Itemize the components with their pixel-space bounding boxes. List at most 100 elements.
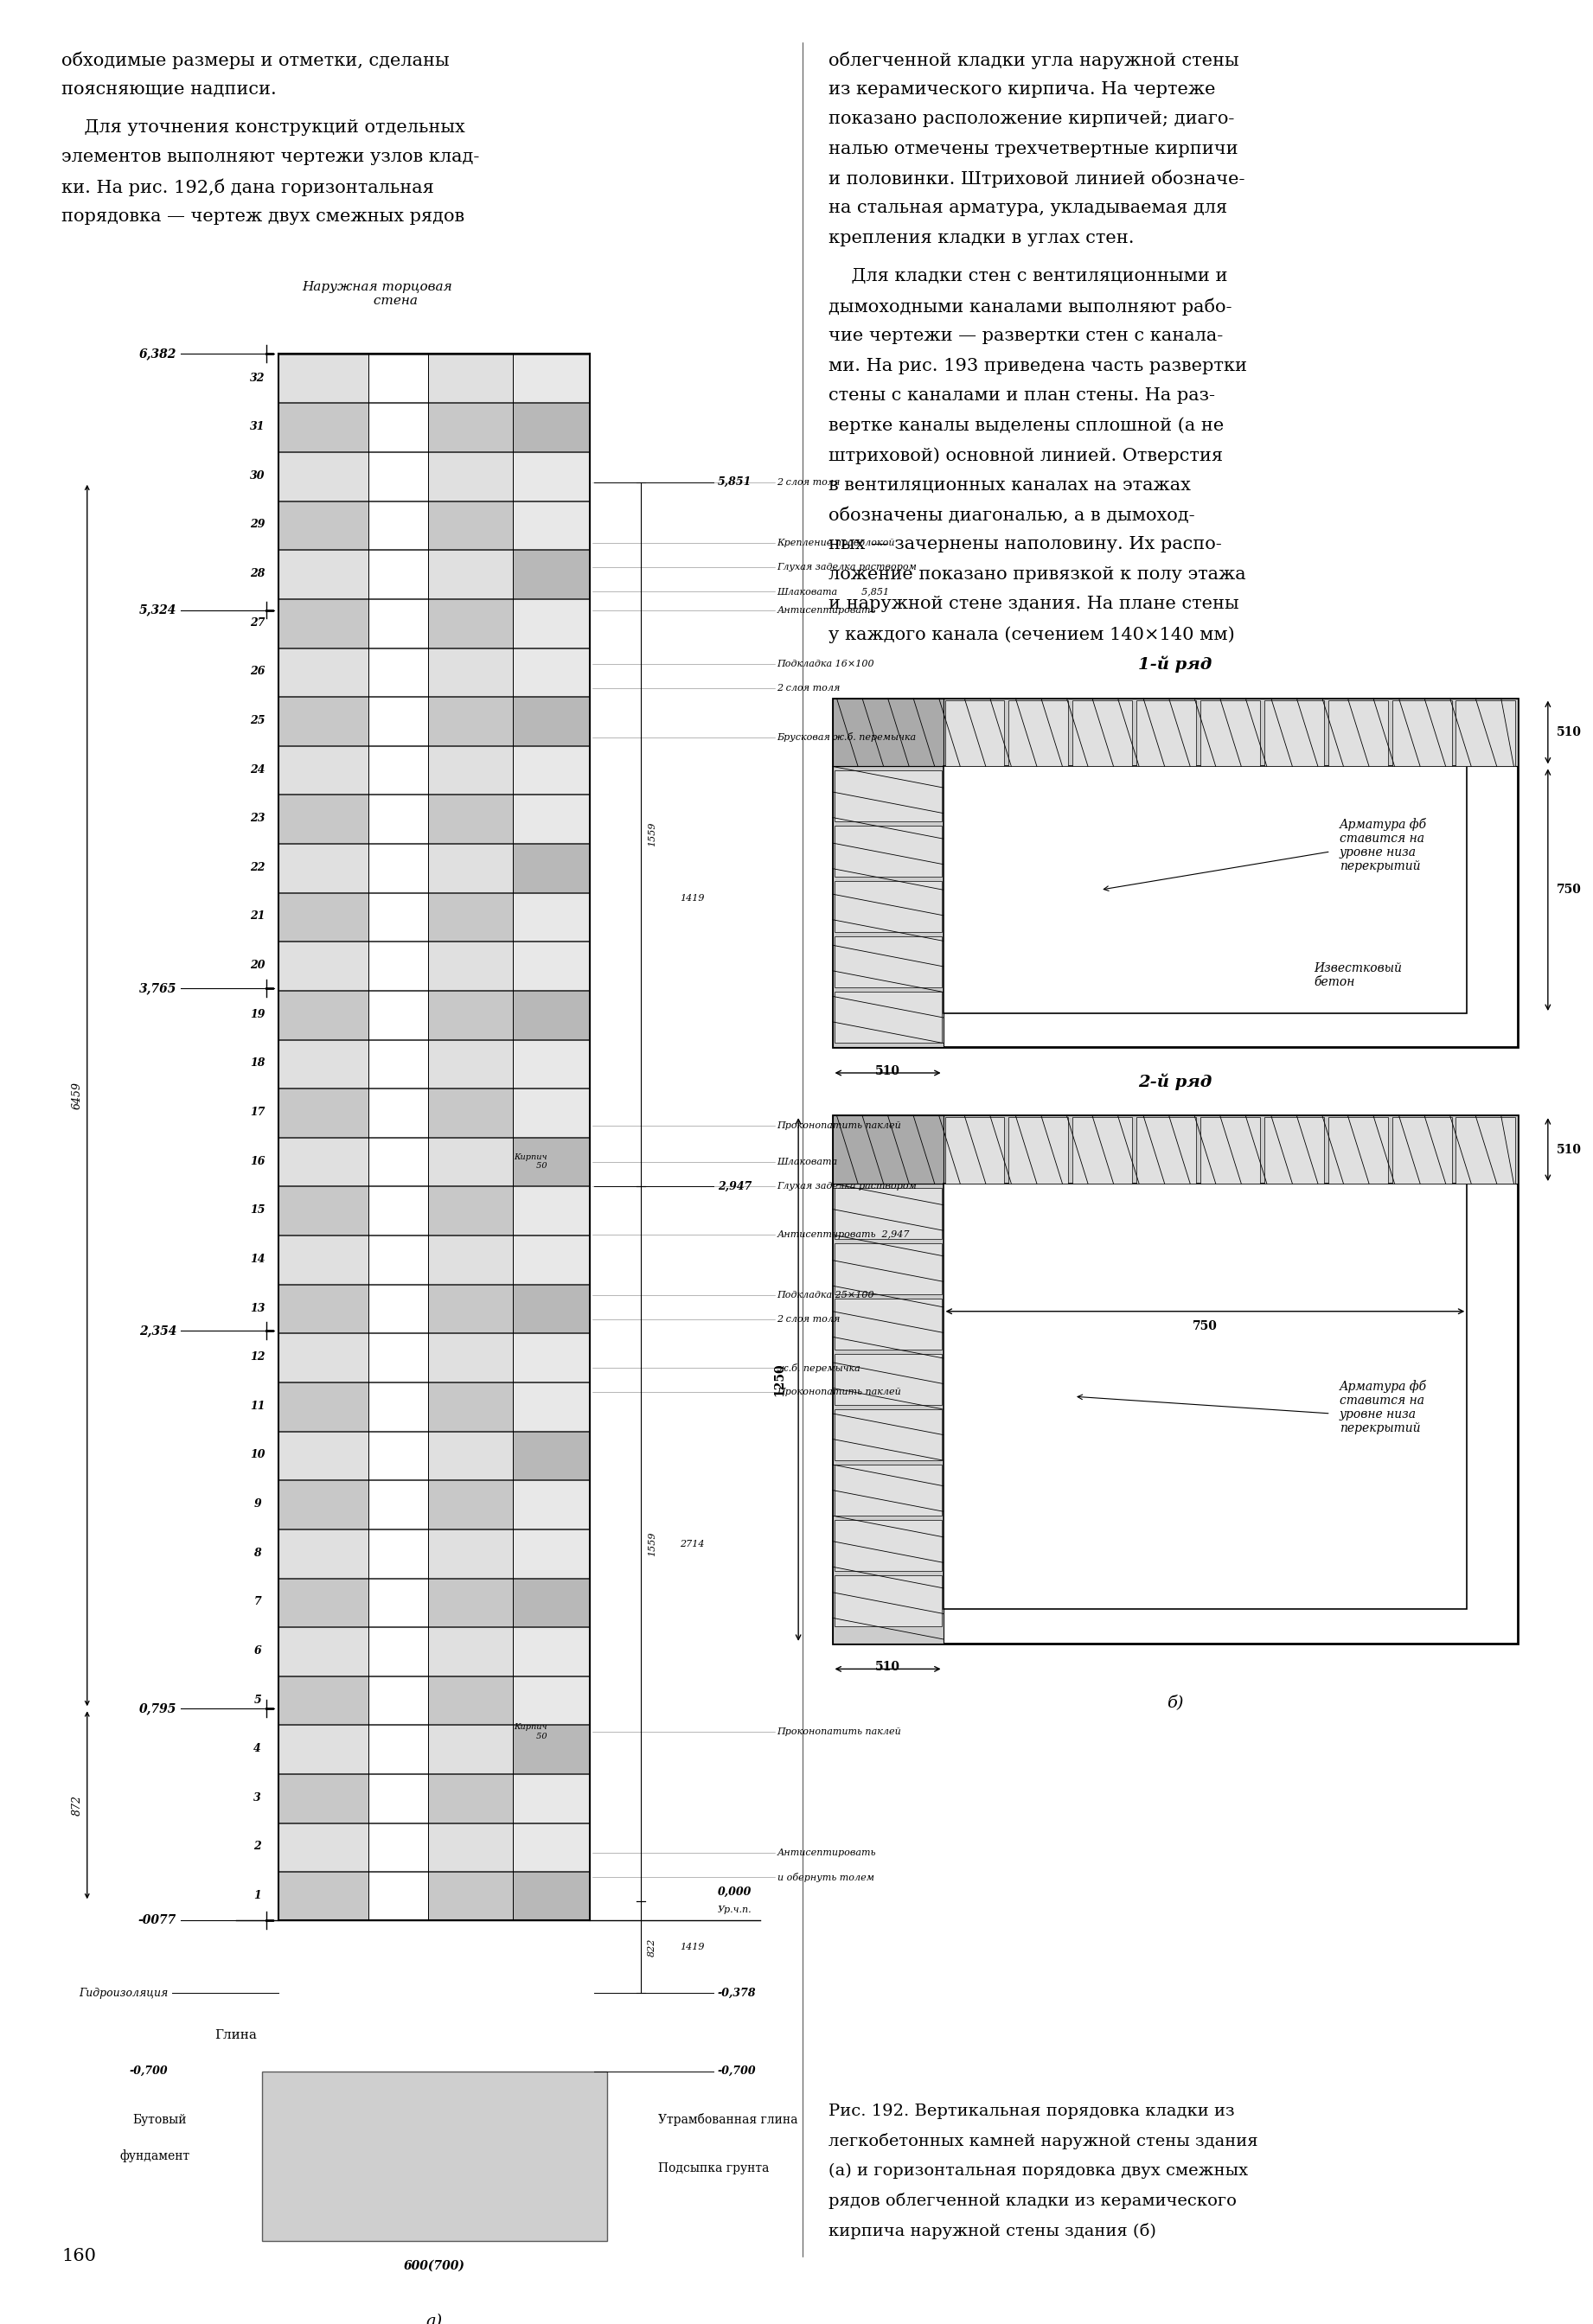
Bar <box>368 402 429 451</box>
Text: налью отмечены трехчетвертные кирпичи: налью отмечены трехчетвертные кирпичи <box>828 139 1238 158</box>
Bar <box>429 1383 513 1432</box>
Text: 15: 15 <box>250 1204 264 1215</box>
Text: 510: 510 <box>1556 1143 1582 1155</box>
Bar <box>1201 700 1260 767</box>
Bar <box>429 1627 513 1676</box>
Bar <box>513 746 589 795</box>
Text: Кирпич
 50: Кирпич 50 <box>513 1724 546 1741</box>
Text: 19: 19 <box>250 1009 264 1020</box>
Text: и половинки. Штриховой линией обозначе-: и половинки. Штриховой линией обозначе- <box>828 170 1244 188</box>
Bar <box>513 1578 589 1627</box>
Text: 12: 12 <box>250 1353 264 1362</box>
Bar <box>279 1383 368 1432</box>
Text: 6,382: 6,382 <box>139 346 177 360</box>
Bar <box>833 1116 1518 1183</box>
Text: на стальная арматура, укладываемая для: на стальная арматура, укладываемая для <box>828 200 1227 216</box>
Text: 26: 26 <box>250 667 264 676</box>
Bar <box>279 844 368 892</box>
Bar <box>368 1822 429 1871</box>
Bar <box>279 1480 368 1529</box>
Bar <box>513 1529 589 1578</box>
Text: обходимые размеры и отметки, сделаны: обходимые размеры и отметки, сделаны <box>62 51 449 70</box>
Bar <box>513 1236 589 1283</box>
Bar <box>368 941 429 990</box>
Text: и обернуть толем: и обернуть толем <box>777 1873 875 1882</box>
Bar <box>368 795 429 844</box>
Bar <box>429 1188 513 1234</box>
Text: 16: 16 <box>250 1155 264 1167</box>
Bar <box>513 1724 589 1773</box>
Text: 510: 510 <box>1556 727 1582 739</box>
Text: 2 слоя толя: 2 слоя толя <box>777 1315 841 1325</box>
Text: Шлаковата        5,851: Шлаковата 5,851 <box>777 588 889 595</box>
Bar <box>279 1578 368 1627</box>
Bar <box>368 453 429 500</box>
Bar <box>513 1285 589 1332</box>
Text: -0,700: -0,700 <box>129 2066 167 2078</box>
Bar <box>833 767 943 1048</box>
Bar <box>368 1724 429 1773</box>
Text: 2,947: 2,947 <box>717 1181 752 1192</box>
Bar <box>368 1334 429 1380</box>
Text: ж.б. перемычка: ж.б. перемычка <box>777 1364 860 1373</box>
Bar <box>429 600 513 646</box>
Bar <box>279 1188 368 1234</box>
Text: Брусковая ж.б. перемычка: Брусковая ж.б. перемычка <box>777 732 916 741</box>
Bar <box>1008 700 1069 767</box>
Bar <box>429 1676 513 1724</box>
Text: 27: 27 <box>250 618 264 627</box>
Text: 25: 25 <box>250 716 264 725</box>
Bar <box>429 1432 513 1480</box>
Text: чие чертежи — развертки стен с канала-: чие чертежи — развертки стен с канала- <box>828 328 1223 344</box>
Bar <box>429 402 513 451</box>
Bar <box>279 892 368 941</box>
Bar <box>279 1676 368 1724</box>
Bar <box>279 1724 368 1773</box>
Text: 1559: 1559 <box>648 1532 656 1557</box>
Bar <box>429 746 513 795</box>
Text: 8: 8 <box>253 1548 261 1559</box>
Text: Антисептировать: Антисептировать <box>777 1848 876 1857</box>
Bar <box>513 502 589 548</box>
Text: обозначены диагональю, а в дымоход-: обозначены диагональю, а в дымоход- <box>828 507 1195 523</box>
Text: фундамент: фундамент <box>119 2150 190 2164</box>
Bar <box>279 1529 368 1578</box>
Bar <box>835 1464 941 1515</box>
Bar <box>1072 1118 1133 1183</box>
Text: Крепление проволокой: Крепление проволокой <box>777 539 895 548</box>
Text: 28: 28 <box>250 567 264 579</box>
Bar <box>429 353 513 402</box>
Bar <box>429 1822 513 1871</box>
Bar <box>279 697 368 746</box>
Bar <box>513 990 589 1039</box>
Bar <box>429 1088 513 1136</box>
Bar <box>429 941 513 990</box>
Bar <box>368 1039 429 1088</box>
Bar <box>279 453 368 500</box>
Bar <box>1136 1118 1196 1183</box>
Bar <box>429 990 513 1039</box>
Bar <box>835 992 941 1043</box>
Bar <box>368 990 429 1039</box>
Bar <box>513 892 589 941</box>
Bar <box>368 1432 429 1480</box>
Text: показано расположение кирпичей; диаго-: показано расположение кирпичей; диаго- <box>828 112 1235 128</box>
Text: 2-й ряд: 2-й ряд <box>1139 1074 1212 1090</box>
Bar <box>513 941 589 990</box>
Text: 1559: 1559 <box>648 823 656 846</box>
Bar <box>279 941 368 990</box>
Bar <box>945 1118 1005 1183</box>
Bar <box>513 697 589 746</box>
Bar <box>261 2071 607 2240</box>
Text: 1419: 1419 <box>680 1943 704 1952</box>
Bar <box>279 1334 368 1380</box>
Text: 1-й ряд: 1-й ряд <box>1139 655 1212 672</box>
Text: поясняющие надписи.: поясняющие надписи. <box>62 81 277 98</box>
Bar <box>279 353 368 402</box>
Bar <box>833 697 1518 767</box>
Bar <box>279 1627 368 1676</box>
Text: Арматура фб
ставится на
уровне низа
перекрытий: Арматура фб ставится на уровне низа пере… <box>1340 1380 1427 1434</box>
Bar <box>833 1183 943 1643</box>
Text: Подкладка 16×100: Подкладка 16×100 <box>777 660 875 669</box>
Bar <box>368 697 429 746</box>
